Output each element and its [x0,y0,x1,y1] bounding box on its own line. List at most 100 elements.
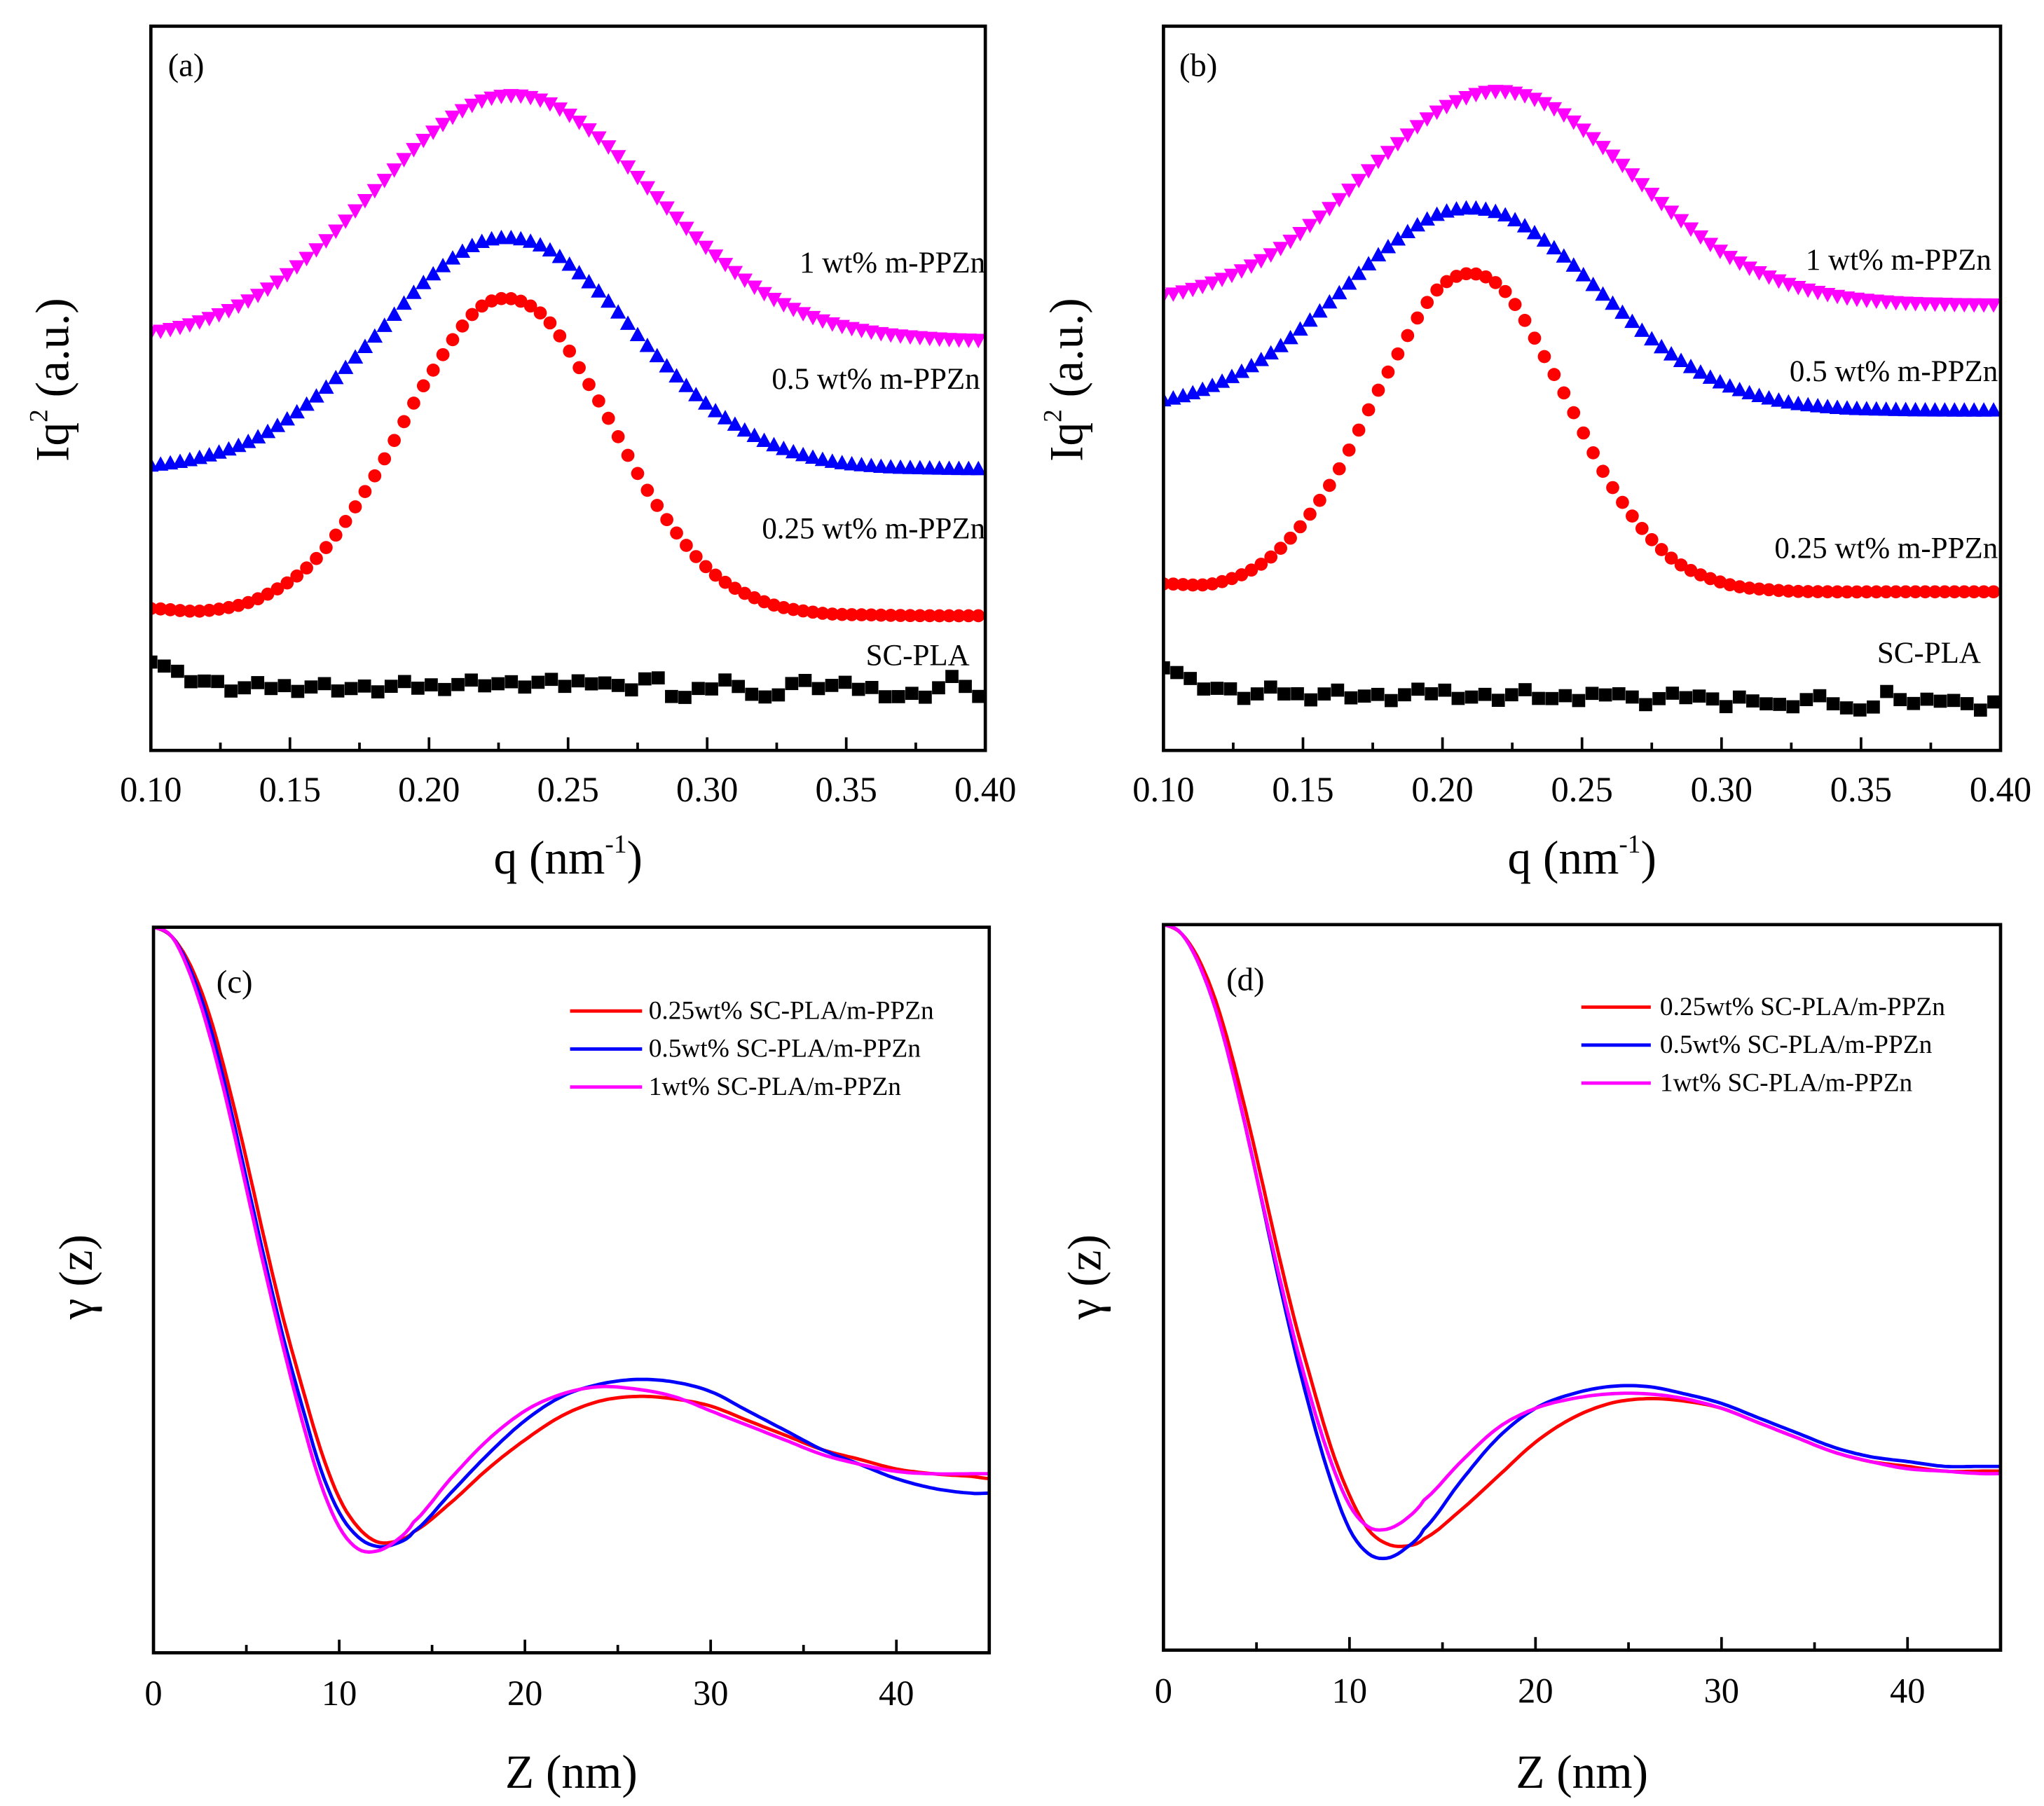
data-point [347,349,364,364]
data-point [1380,146,1397,160]
data-point [971,609,985,623]
data-point [1761,390,1777,405]
data-point [834,455,850,469]
data-point [551,102,568,117]
data-point [444,250,461,265]
data-point [639,337,656,352]
data-point [1985,298,2001,313]
legend-label: 0.5wt% SC-PLA/m-PPZn [649,1035,921,1063]
data-point [231,437,247,453]
data-point [1702,237,1719,253]
data-point [1898,401,1914,417]
data-point [474,94,490,109]
y-axis-label: Iq2 (a.u.) [1039,298,1093,462]
data-point [1666,687,1680,700]
data-point [1586,446,1600,460]
data-point [1342,443,1356,457]
data-point [1282,329,1298,345]
series-annotation: 0.25 wt% m-PPZn [1774,532,1998,565]
data-point [1634,178,1650,193]
data-point [1243,259,1260,274]
data-point [1653,197,1670,212]
data-point [1425,687,1439,701]
data-point [387,434,401,448]
data-point [786,303,802,317]
data-point [224,684,238,698]
data-point [240,434,256,448]
data-point [1361,403,1376,417]
data-point [717,410,734,425]
data-point [1977,585,1991,599]
data-point [1928,585,1942,599]
data-point [438,682,451,696]
data-point [514,294,528,308]
data-point [1254,558,1268,571]
data-point [1919,585,1932,599]
data-point [1468,88,1484,103]
data-point [451,677,465,691]
data-point [406,284,422,299]
data-point [495,291,508,305]
data-point [553,329,567,343]
data-point [563,344,577,358]
y-axis-label-rest: (a.u.) [1040,298,1092,409]
data-point [629,326,646,342]
data-point [718,673,732,687]
data-point [777,600,790,614]
data-point [198,674,211,688]
data-point [1344,691,1358,705]
panel-d: 0 10 20 30 40 Z (nm) γ (z) (d) 0.25wt% SC-PLA/m-… [1059,923,2003,1798]
data-point [328,369,344,385]
data-point [331,684,345,698]
data-point [1498,284,1512,298]
x-tick-label: 40 [1890,1671,1925,1710]
data-point [1370,154,1387,170]
data-point [891,690,905,703]
data-point [357,679,371,693]
data-point [277,679,291,693]
data-point [162,322,179,338]
data-point [1731,256,1748,271]
series-blue [1163,200,2001,417]
data-point [269,418,286,432]
data-point [1967,585,1981,599]
data-point [338,514,352,528]
data-point [1722,378,1738,393]
data-point [1332,462,1346,476]
data-point [1478,201,1494,216]
x-tick-label: 0.15 [1272,770,1333,809]
data-point [251,592,265,606]
data-point [1596,464,1610,478]
series-red [153,927,989,1545]
data-point [193,605,207,618]
data-point [1195,578,1209,592]
data-point [1429,105,1445,120]
data-point [1706,692,1720,706]
data-point [1322,478,1336,492]
data-point [905,687,919,701]
data-point [878,690,892,703]
data-point [1223,368,1240,383]
data-point [299,396,315,411]
data-point [1312,210,1328,226]
series-magenta [151,89,986,349]
data-point [1614,304,1631,319]
data-point [1557,386,1571,400]
data-point [1233,264,1250,279]
data-point [201,312,217,326]
y-axis-label-sup: 2 [1039,409,1068,422]
data-point [1478,687,1492,701]
data-point [1497,207,1514,222]
data-point [522,233,539,248]
data-point [181,318,198,333]
data-point [347,204,364,219]
data-point [1840,585,1854,599]
data-point [1390,137,1406,152]
data-point [411,682,425,695]
data-point [1273,338,1289,352]
data-point [1575,267,1591,282]
data-point [1460,267,1473,281]
data-point [1409,120,1425,135]
data-point [318,379,334,394]
data-point [863,457,879,472]
